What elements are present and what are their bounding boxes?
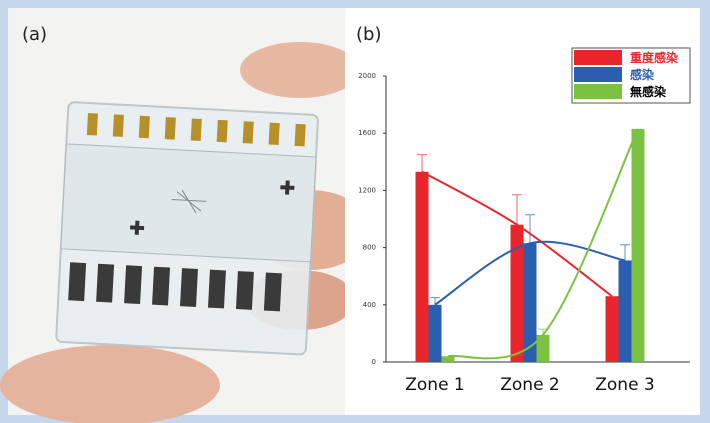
y-tick-label: 2000 — [358, 72, 376, 80]
y-tick-label: 1200 — [358, 186, 376, 194]
bar — [429, 305, 442, 362]
bar — [606, 296, 619, 362]
figure: (a) (b) 0 400 800 1200 1600 2000 Zone 1 Zone 2 Z… — [0, 0, 710, 423]
legend-label: 無感染 — [630, 84, 667, 99]
panel-label: (a) — [22, 24, 47, 45]
legend-swatch — [574, 67, 622, 82]
bar — [619, 260, 632, 362]
y-tick-label: 400 — [363, 301, 376, 309]
finger — [0, 345, 220, 423]
bar — [632, 129, 645, 362]
slide — [56, 102, 318, 355]
y-tick-label: 1600 — [358, 129, 376, 137]
panel-label: (b) — [356, 24, 381, 45]
y-tick-label: 800 — [363, 244, 376, 252]
photo-panel — [0, 8, 370, 423]
legend-label: 感染 — [630, 67, 655, 82]
x-tick-label: Zone 3 — [595, 375, 655, 395]
y-tick-label: 0 — [372, 358, 376, 366]
x-tick-label: Zone 2 — [500, 375, 560, 395]
legend-swatch — [574, 84, 622, 99]
legend-swatch — [574, 50, 622, 65]
legend-label: 重度感染 — [630, 50, 679, 65]
bar — [416, 172, 429, 362]
bar — [442, 356, 455, 362]
x-tick-label: Zone 1 — [405, 375, 465, 395]
finger — [240, 42, 360, 98]
